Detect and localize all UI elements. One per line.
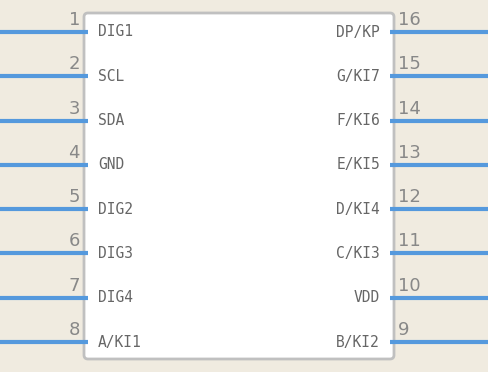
Text: DIG1: DIG1 xyxy=(98,25,133,39)
Text: DIG3: DIG3 xyxy=(98,246,133,261)
Text: 10: 10 xyxy=(398,277,421,295)
Text: SDA: SDA xyxy=(98,113,124,128)
Text: GND: GND xyxy=(98,157,124,172)
Text: 14: 14 xyxy=(398,100,421,118)
Text: 9: 9 xyxy=(398,321,409,339)
Text: 8: 8 xyxy=(69,321,80,339)
Text: 7: 7 xyxy=(68,277,80,295)
Text: E/KI5: E/KI5 xyxy=(336,157,380,172)
Text: 2: 2 xyxy=(68,55,80,73)
FancyBboxPatch shape xyxy=(84,13,394,359)
Text: VDD: VDD xyxy=(354,290,380,305)
Text: 13: 13 xyxy=(398,144,421,162)
Text: 5: 5 xyxy=(68,188,80,206)
Text: DIG2: DIG2 xyxy=(98,202,133,217)
Text: 11: 11 xyxy=(398,232,421,250)
Text: 16: 16 xyxy=(398,11,421,29)
Text: 12: 12 xyxy=(398,188,421,206)
Text: DIG4: DIG4 xyxy=(98,290,133,305)
Text: DP/KP: DP/KP xyxy=(336,25,380,39)
Text: F/KI6: F/KI6 xyxy=(336,113,380,128)
Text: 1: 1 xyxy=(69,11,80,29)
Text: 3: 3 xyxy=(68,100,80,118)
Text: D/KI4: D/KI4 xyxy=(336,202,380,217)
Text: 4: 4 xyxy=(68,144,80,162)
Text: G/KI7: G/KI7 xyxy=(336,69,380,84)
Text: A/KI1: A/KI1 xyxy=(98,334,142,350)
Text: B/KI2: B/KI2 xyxy=(336,334,380,350)
Text: C/KI3: C/KI3 xyxy=(336,246,380,261)
Text: 15: 15 xyxy=(398,55,421,73)
Text: 6: 6 xyxy=(69,232,80,250)
Text: SCL: SCL xyxy=(98,69,124,84)
